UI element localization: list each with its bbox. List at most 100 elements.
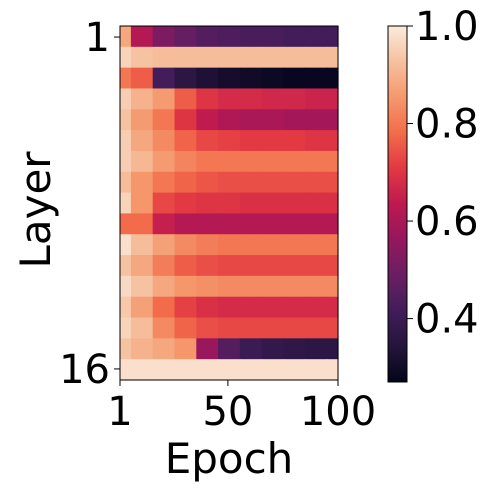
heatmap-cell [218,213,241,235]
heatmap-cell [283,338,306,360]
colorbar [387,25,408,383]
heatmap-cell [261,26,285,48]
heatmap-cell [130,338,154,360]
heatmap-cell [196,275,219,298]
heatmap-cell [152,171,176,194]
heatmap-cell [196,171,219,194]
heatmap-cell [327,317,339,339]
heatmap-cell [218,26,241,48]
heatmap-cell [218,46,241,69]
heatmap-cell [120,109,132,131]
colorbar-ticks: 0.4 0.6 0.8 1.0 [407,4,479,343]
heatmap-cell [327,67,339,90]
heatmap-cell [196,234,219,256]
heatmap-cell [218,192,241,215]
heatmap-cell [130,275,154,298]
heatmap-cell [120,296,132,319]
colorbar-tick-label: 0.4 [415,297,479,343]
heatmap-cell [174,67,197,90]
heatmap-cell [239,109,263,131]
heatmap-cell [152,255,176,277]
heatmap-cell [152,150,176,173]
heatmap-cell [239,171,263,194]
heatmap-cell [196,150,219,173]
heatmap-cell [261,296,285,319]
heatmap-cell [261,338,285,360]
heatmap-cell [261,88,285,110]
heatmap-cell [130,234,154,256]
heatmap-cell [327,275,339,298]
y-axis-label: Layer [11,151,60,269]
heatmap-cell [152,317,176,339]
heatmap-cell [174,338,197,360]
heatmap-cell [261,213,285,235]
heatmap-cell [261,255,285,277]
heatmap-cell [327,171,339,194]
heatmap-cell [196,359,219,381]
heatmap-cell [174,150,197,173]
heatmap-cell [120,171,132,194]
heatmap-cell [218,275,241,298]
heatmap-cell [283,317,306,339]
heatmap-cell [120,275,132,298]
heatmap-cell [305,192,328,215]
heatmap-cell [174,255,197,277]
heatmap-cell [239,67,263,90]
heatmap-cell [283,234,306,256]
colorbar-tick-label: 0.6 [415,199,479,245]
heatmap-cell [174,192,197,215]
y-tick-label: 16 [59,347,110,393]
heatmap-cell [174,171,197,194]
heatmap-cell [261,150,285,173]
heatmap-cell [239,255,263,277]
heatmap-cell [327,192,339,215]
heatmap-cell [239,275,263,298]
heatmap-cell [120,234,132,256]
heatmap-cell [174,317,197,339]
heatmap-cell [174,234,197,256]
heatmap-cell [305,234,328,256]
heatmap-cell [218,338,241,360]
heatmap-cell [130,67,154,90]
heatmap-cell [196,296,219,319]
heatmap-cell [261,67,285,90]
heatmap-cell [261,109,285,131]
heatmap-cell [174,130,197,152]
heatmap-cell [120,26,132,48]
x-tick-label: 100 [300,389,376,435]
heatmap-cell [174,275,197,298]
heatmap-cell [196,88,219,110]
heatmap-cell [196,338,219,360]
heatmap-cell [261,130,285,152]
heatmap-cell [305,317,328,339]
heatmap-cell [305,338,328,360]
heatmap-cell [283,171,306,194]
heatmap-cell [283,359,306,381]
heatmap-cell [196,46,219,69]
heatmap-cell [152,296,176,319]
heatmap-cell [130,150,154,173]
heatmap-cell [283,130,306,152]
heatmap-cell [218,255,241,277]
heatmap-cell [283,109,306,131]
heatmap-cell [174,46,197,69]
heatmap-cell [218,234,241,256]
x-tick-label: 50 [202,389,253,435]
heatmap-cell [130,192,154,215]
heatmap-cell [218,88,241,110]
heatmap-cell [130,26,154,48]
heatmap-cell [283,26,306,48]
heatmap-cell [305,130,328,152]
heatmap-cell [130,109,154,131]
heatmap-cell [152,130,176,152]
heatmap-cell [120,130,132,152]
heatmap-cell [130,296,154,319]
heatmap-cell [305,46,328,69]
heatmap-cell [283,255,306,277]
heatmap-cell [196,130,219,152]
heatmap-cell [327,46,339,69]
heatmap-cell [305,296,328,319]
heatmap-cell [152,275,176,298]
heatmap-cell [261,317,285,339]
